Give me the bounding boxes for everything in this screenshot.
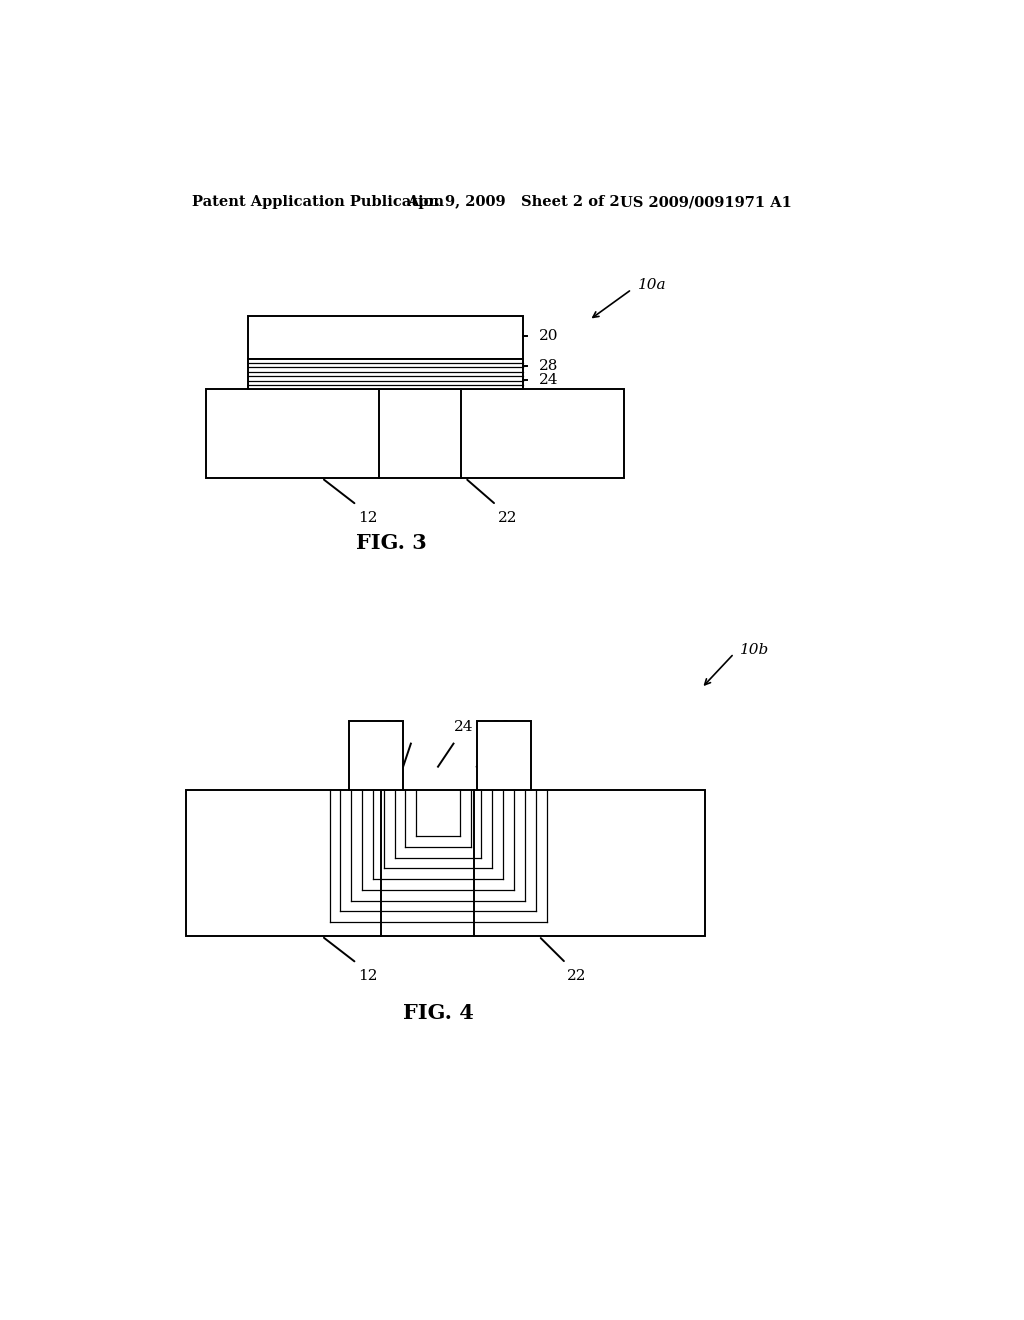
Text: 24: 24 [539,374,558,387]
Text: 20: 20 [493,721,512,734]
Text: 10a: 10a [638,279,667,293]
Bar [206,389,624,478]
Text: US 2009/0091971 A1: US 2009/0091971 A1 [621,195,792,210]
Text: 20: 20 [539,329,558,342]
Text: 24: 24 [454,721,473,734]
Text: 22: 22 [567,969,587,983]
Text: FIG. 4: FIG. 4 [402,1003,473,1023]
Text: Patent Application Publication: Patent Application Publication [193,195,444,210]
Text: 28: 28 [539,359,558,374]
Text: FIG. 3: FIG. 3 [356,533,427,553]
Text: Apr. 9, 2009   Sheet 2 of 2: Apr. 9, 2009 Sheet 2 of 2 [407,195,620,210]
Bar [248,317,523,359]
Bar [349,721,403,789]
Text: 10b: 10b [740,643,769,656]
Text: 28: 28 [384,721,403,734]
Text: 22: 22 [498,511,517,525]
Bar [477,721,531,789]
Bar [248,359,523,389]
Text: 12: 12 [358,511,378,525]
Bar [186,789,706,936]
Text: 12: 12 [358,969,378,983]
